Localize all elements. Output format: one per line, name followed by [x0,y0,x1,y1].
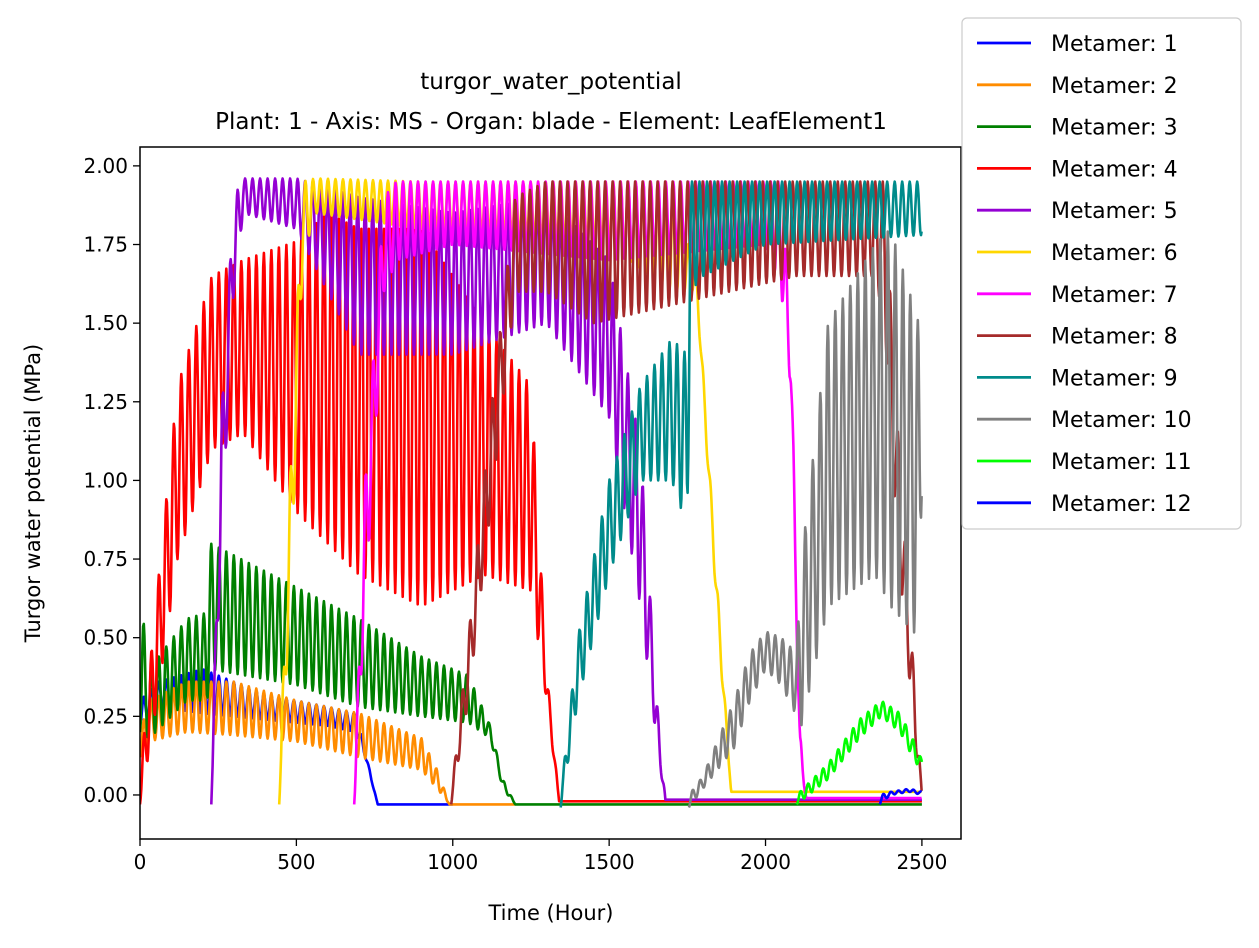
legend-label: Metamer: 8 [1051,325,1178,350]
x-tick-label: 1500 [584,850,635,874]
x-tick-label: 0 [134,850,147,874]
x-tick-label: 2000 [740,850,791,874]
y-tick-label: 0.50 [83,626,128,650]
series-line [687,230,923,808]
y-axis-label: Turgor water potential (MPa) [21,344,45,643]
y-tick-label: 0.75 [83,547,128,571]
x-tick-label: 2500 [896,850,947,874]
legend-label: Metamer: 3 [1051,116,1178,141]
legend-label: Metamer: 12 [1051,492,1192,517]
series-layer [140,177,924,808]
legend-label: Metamer: 5 [1051,199,1178,224]
legend-label: Metamer: 7 [1051,283,1178,308]
chart-title: turgor_water_potential [420,69,682,95]
legend-label: Metamer: 2 [1051,74,1178,99]
legend-label: Metamer: 10 [1051,408,1192,433]
y-tick-label: 0.25 [83,704,128,728]
series-line [795,700,924,806]
series-line [140,542,923,806]
series-line [559,180,923,808]
y-tick-label: 1.50 [83,311,128,335]
x-tick-label: 500 [277,850,315,874]
legend-label: Metamer: 6 [1051,241,1178,266]
series-line [449,180,923,805]
y-axis: 0.00 0.25 0.50 0.75 1.00 1.25 1.50 1.75 2.00 [83,154,140,807]
legend: Metamer: 1 Metamer: 2 Metamer: 3 Metamer: 4… [961,17,1242,530]
legend-label: Metamer: 11 [1051,450,1192,475]
chart-subtitle: Plant: 1 - Axis: MS - Organ: blade - Ele… [215,109,887,135]
series-line [878,787,923,806]
x-axis: 0 500 1000 1500 2000 2500 [134,839,947,874]
legend-label: Metamer: 1 [1051,32,1178,57]
y-tick-label: 2.00 [83,154,128,178]
legend-box [961,17,1242,530]
series-line [140,213,923,805]
series-line [140,680,517,806]
legend-label: Metamer: 4 [1051,157,1178,182]
x-tick-label: 1000 [427,850,478,874]
legend-label: Metamer: 9 [1051,366,1178,391]
y-tick-label: 1.25 [83,390,128,414]
plot-frame [139,146,962,840]
y-tick-label: 1.00 [83,468,128,492]
y-tick-label: 0.00 [83,783,128,807]
x-axis-label: Time (Hour) [487,901,613,925]
y-tick-label: 1.75 [83,233,128,257]
